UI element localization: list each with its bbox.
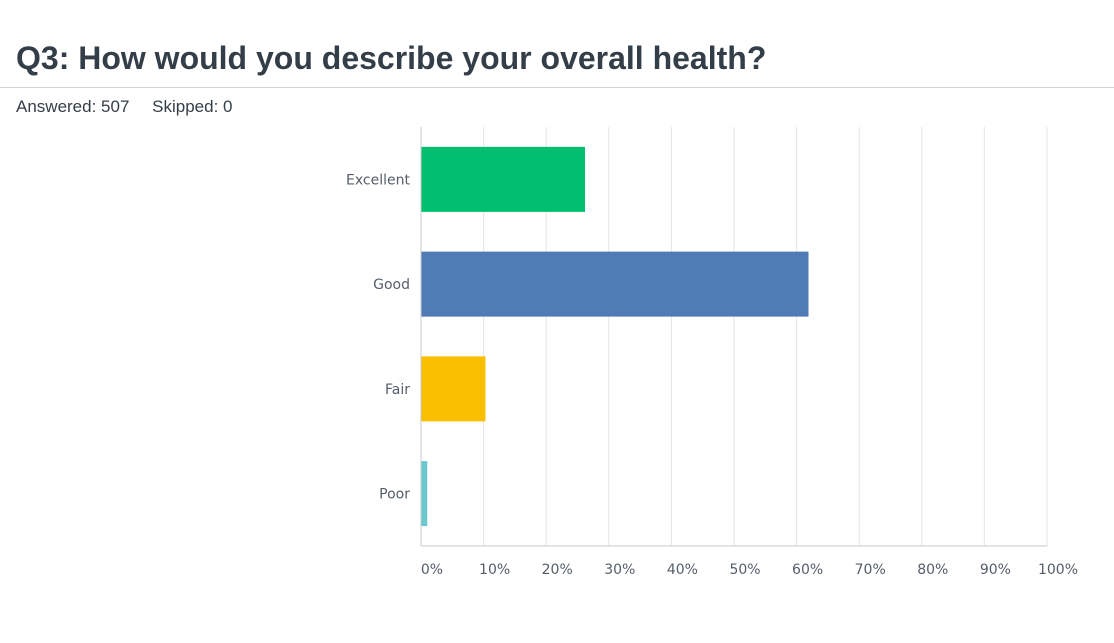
x-tick-label: 0% — [421, 562, 443, 578]
response-stats: Answered: 507 Skipped: 0 — [16, 97, 250, 117]
x-tick-label: 70% — [855, 562, 886, 578]
category-label: Fair — [385, 382, 410, 398]
category-label: Excellent — [346, 172, 410, 188]
x-tick-label: 100% — [1038, 562, 1078, 578]
x-tick-label: 20% — [542, 562, 573, 578]
category-label: Good — [373, 277, 410, 293]
x-tick-label: 60% — [792, 562, 823, 578]
x-tick-label: 80% — [917, 562, 948, 578]
title-divider — [0, 87, 1114, 88]
bar-excellent[interactable] — [421, 146, 586, 212]
skipped-count: Skipped: 0 — [152, 97, 233, 116]
x-tick-label: 10% — [479, 562, 510, 578]
x-tick-label: 40% — [667, 562, 698, 578]
x-tick-label: 30% — [604, 562, 635, 578]
question-title: Q3: How would you describe your overall … — [16, 40, 767, 76]
bar-good[interactable] — [421, 251, 809, 317]
x-tick-label: 50% — [729, 562, 760, 578]
bar-poor[interactable] — [421, 461, 428, 527]
x-tick-label: 90% — [980, 562, 1011, 578]
category-label: Poor — [379, 487, 410, 503]
bar-fair[interactable] — [421, 356, 486, 422]
answered-count: Answered: 507 — [16, 97, 130, 116]
